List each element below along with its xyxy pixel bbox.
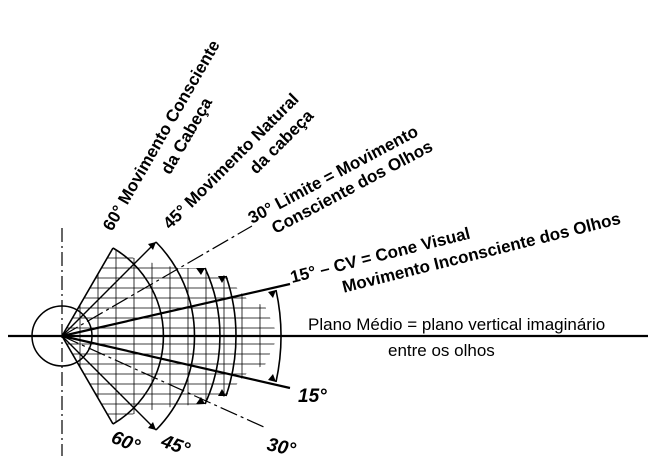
label-angle-60-lower: 60° [108, 427, 143, 457]
ray-15-lower [61, 334, 291, 390]
ray-15-upper [61, 282, 291, 338]
ray-60-lower [61, 335, 114, 425]
label-plano-line1: Plano Médio = plano vertical imaginário [308, 315, 605, 334]
arc-30 [204, 267, 221, 405]
arrowheads [148, 242, 276, 430]
arc-30-outer [225, 275, 237, 397]
arc-45 [155, 241, 196, 431]
arc-60 [112, 247, 165, 425]
label-angle-30-lower: 30° [265, 434, 298, 459]
label-plano-line2: entre os olhos [388, 341, 495, 360]
ray-30-lower [61, 335, 267, 429]
arc-15 [275, 289, 282, 383]
label-angle-45-lower: 45° [157, 431, 192, 459]
ray-45-lower [61, 335, 157, 431]
ray-30-upper [61, 225, 253, 337]
label-60-line1: 60° Movimento Consciente [99, 37, 224, 234]
label-angle-15-lower: 15° [298, 386, 327, 407]
ray-45-upper [61, 241, 157, 337]
ray-60-upper [61, 247, 114, 337]
